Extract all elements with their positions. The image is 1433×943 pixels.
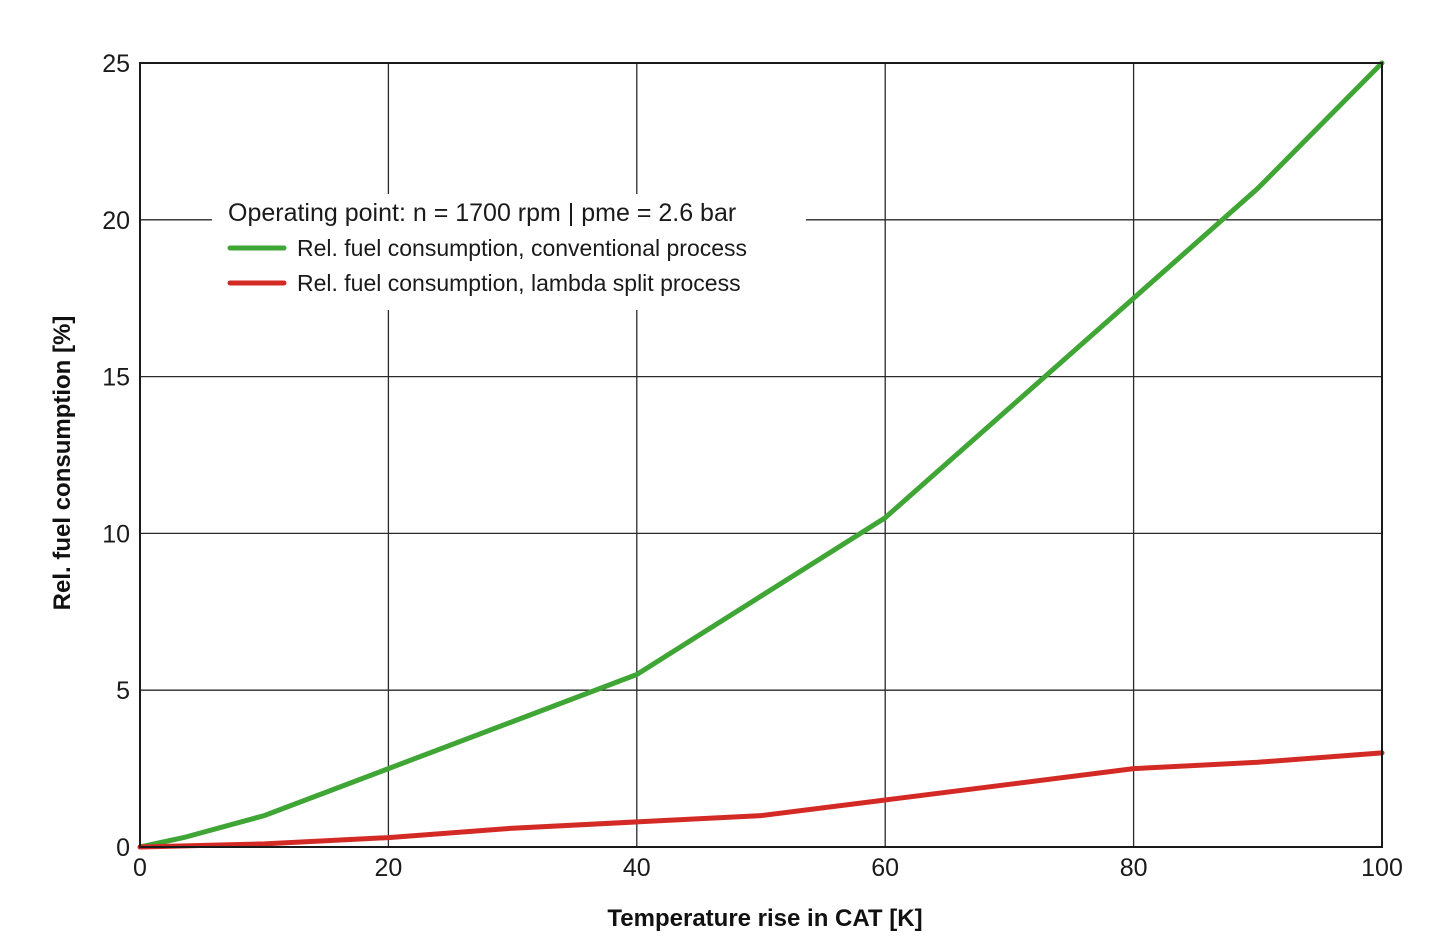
series-line (137, 60, 1385, 850)
series-group (137, 60, 1385, 850)
y-tick-label: 15 (102, 364, 130, 392)
legend-background (212, 194, 806, 310)
x-axis-title: Temperature rise in CAT [K] (607, 905, 922, 932)
legend-title: Operating point: n = 1700 rpm | pme = 2.… (228, 199, 736, 227)
series-line (137, 750, 1385, 850)
y-tick-label: 10 (102, 520, 130, 548)
x-tick-label: 80 (1120, 854, 1148, 882)
y-axis-title: Rel. fuel consumption [%] (49, 316, 76, 611)
grid (140, 63, 1382, 847)
legend-label: Rel. fuel consumption, lambda split proc… (297, 270, 741, 296)
y-tick-label: 25 (102, 50, 130, 78)
x-tick-label: 60 (871, 854, 899, 882)
legend-label: Rel. fuel consumption, conventional proc… (297, 235, 747, 261)
x-tick-label: 0 (133, 854, 147, 882)
tick-labels: 0 20 40 60 80 100 0 5 10 15 20 25 (102, 50, 1403, 882)
y-tick-label: 5 (116, 677, 130, 705)
y-tick-label: 0 (116, 834, 130, 862)
x-tick-label: 100 (1361, 854, 1403, 882)
y-tick-label: 20 (102, 207, 130, 235)
plot-frame (139, 62, 1383, 848)
x-tick-label: 20 (374, 854, 402, 882)
legend: Operating point: n = 1700 rpm | pme = 2.… (212, 194, 806, 310)
x-tick-label: 40 (623, 854, 651, 882)
